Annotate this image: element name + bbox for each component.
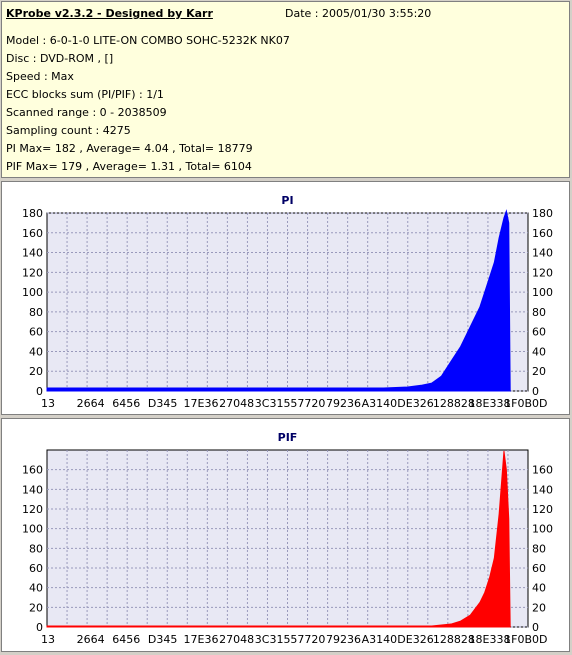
- y-tick-label-right: 40: [532, 345, 546, 358]
- ecc-info: ECC blocks sum (PI/PIF) : 1/1: [6, 88, 164, 101]
- series-area: [46, 209, 511, 392]
- y-tick-label-right: 100: [532, 286, 553, 299]
- series-pif: [46, 450, 511, 628]
- y-tick-label-right: 20: [532, 601, 546, 614]
- y-tick-label-right: 60: [532, 326, 546, 339]
- x-tick-label: 128828: [433, 633, 475, 646]
- y-tick-label-right: 80: [532, 542, 546, 555]
- x-tick-label: 13: [41, 397, 55, 410]
- x-tick-label: 79236: [326, 397, 361, 410]
- chart-title: PIF: [278, 431, 298, 444]
- x-tick-label: 6456: [112, 397, 140, 410]
- y-tick-label-right: 0: [532, 385, 539, 398]
- y-tick-label: 0: [36, 621, 43, 634]
- y-tick-label: 40: [29, 582, 43, 595]
- x-tick-label: 1F0B0D: [504, 397, 547, 410]
- y-tick-label-right: 140: [532, 483, 553, 496]
- x-tick-label: 2664: [77, 397, 105, 410]
- y-tick-label-right: 40: [532, 582, 546, 595]
- x-tick-label: DE326: [397, 397, 433, 410]
- x-tick-label: DE326: [397, 633, 433, 646]
- y-tick-label: 20: [29, 365, 43, 378]
- x-tick-label: D345: [148, 397, 177, 410]
- y-tick-label-right: 120: [532, 503, 553, 516]
- y-tick-label: 60: [29, 326, 43, 339]
- range-info: Scanned range : 0 - 2038509: [6, 106, 167, 119]
- x-tick-label: 2664: [77, 633, 105, 646]
- y-tick-label: 180: [22, 207, 43, 220]
- y-tick-label: 20: [29, 601, 43, 614]
- model-info: Model : 6-0-1-0 LITE-ON COMBO SOHC-5232K…: [6, 34, 290, 47]
- x-tick-label: 1F0B0D: [504, 633, 547, 646]
- x-tick-label: A3140: [362, 633, 398, 646]
- y-tick-label-right: 180: [532, 207, 553, 220]
- x-tick-label: 57720: [290, 397, 325, 410]
- y-tick-label: 140: [22, 247, 43, 260]
- pi-chart-panel: PI 0 0 20 20 40 40 60 60 80 80 100 100 120 120 140 140 16…: [1, 181, 570, 415]
- series-area: [46, 450, 511, 628]
- y-tick-label: 120: [22, 266, 43, 279]
- y-tick-label-right: 80: [532, 306, 546, 319]
- x-tick-label: 18E338: [469, 397, 511, 410]
- app-title: KProbe v2.3.2 - Designed by Karr: [6, 7, 213, 20]
- y-tick-label-right: 60: [532, 562, 546, 575]
- scan-date: Date : 2005/01/30 3:55:20: [285, 7, 432, 20]
- x-tick-label: 57720: [290, 633, 325, 646]
- x-tick-label: 6456: [112, 633, 140, 646]
- sampling-info: Sampling count : 4275: [6, 124, 131, 137]
- y-tick-label: 60: [29, 562, 43, 575]
- x-tick-label: 128828: [433, 397, 475, 410]
- y-tick-label-right: 140: [532, 247, 553, 260]
- y-tick-label: 80: [29, 542, 43, 555]
- x-tick-label: 3C315: [255, 397, 291, 410]
- pif-chart-panel: PIF 0 0 20 20 40 40 60 60 80 80 100 100 120 120 140 140 1…: [1, 418, 570, 652]
- x-tick-label: 27048: [219, 397, 254, 410]
- y-tick-label-right: 160: [532, 227, 553, 240]
- pif-stats: PIF Max= 179 , Average= 1.31 , Total= 61…: [6, 160, 252, 173]
- pi-chart: PI 0 0 20 20 40 40 60 60 80 80 100 100 120 120 140 140 16…: [22, 194, 553, 410]
- x-tick-label: 13: [41, 633, 55, 646]
- x-tick-label: 27048: [219, 633, 254, 646]
- y-tick-label: 40: [29, 345, 43, 358]
- chart-title: PI: [281, 194, 293, 207]
- x-tick-label: 17E36: [184, 397, 219, 410]
- x-tick-label: 3C315: [255, 633, 291, 646]
- y-tick-label: 80: [29, 306, 43, 319]
- y-tick-label-right: 100: [532, 523, 553, 536]
- y-tick-label: 140: [22, 483, 43, 496]
- y-tick-label: 160: [22, 227, 43, 240]
- y-tick-label-right: 0: [532, 621, 539, 634]
- x-tick-label: 17E36: [184, 633, 219, 646]
- x-tick-label: D345: [148, 633, 177, 646]
- x-tick-label: 79236: [326, 633, 361, 646]
- pif-chart: PIF 0 0 20 20 40 40 60 60 80 80 100 100 120 120 140 140 1…: [22, 431, 553, 646]
- info-panel: KProbe v2.3.2 - Designed by Karr Date : …: [1, 1, 570, 178]
- y-tick-label: 100: [22, 523, 43, 536]
- y-tick-label: 120: [22, 503, 43, 516]
- pi-stats: PI Max= 182 , Average= 4.04 , Total= 187…: [6, 142, 253, 155]
- speed-info: Speed : Max: [6, 70, 74, 83]
- disc-info: Disc : DVD-ROM , []: [6, 52, 114, 65]
- y-tick-label: 160: [22, 464, 43, 477]
- x-tick-label: 18E338: [469, 633, 511, 646]
- y-tick-label-right: 20: [532, 365, 546, 378]
- y-tick-label: 100: [22, 286, 43, 299]
- x-tick-label: A3140: [362, 397, 398, 410]
- y-tick-label: 0: [36, 385, 43, 398]
- y-tick-label-right: 120: [532, 266, 553, 279]
- y-tick-label-right: 160: [532, 464, 553, 477]
- series-pi: [46, 209, 511, 392]
